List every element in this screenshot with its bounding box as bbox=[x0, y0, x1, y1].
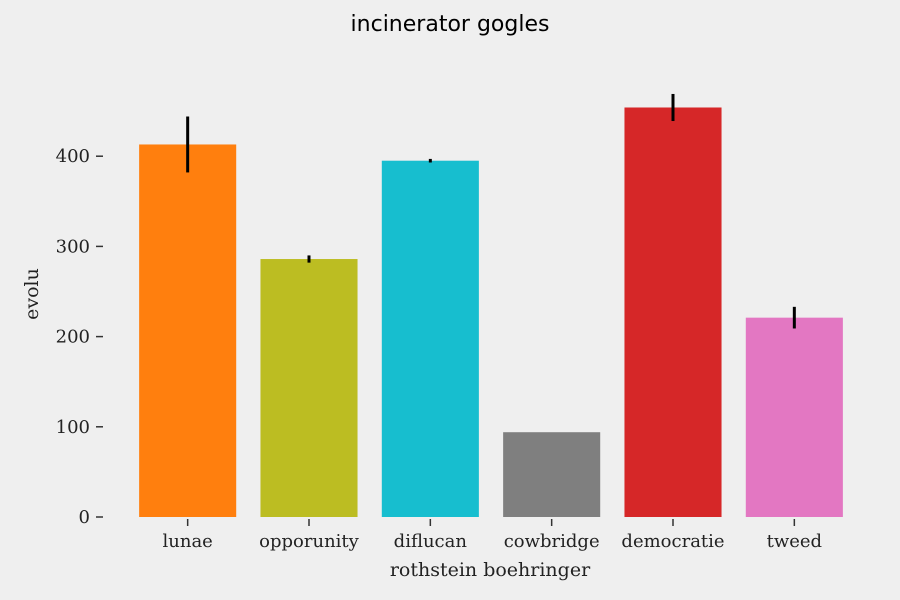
bars bbox=[139, 93, 843, 517]
x-tick-label-cowbridge: cowbridge bbox=[504, 531, 600, 552]
y-tick-label: 100 bbox=[56, 417, 90, 438]
x-tick-label-democratie: democratie bbox=[621, 531, 724, 552]
y-tick-label: 300 bbox=[56, 236, 90, 257]
bar-democratie bbox=[624, 107, 722, 517]
bar-opporunity bbox=[260, 259, 358, 517]
y-tick-label: 0 bbox=[79, 507, 90, 528]
bar-lunae bbox=[139, 144, 237, 517]
x-tick-label-lunae: lunae bbox=[163, 531, 213, 552]
x-tick-label-opporunity: opporunity bbox=[259, 531, 359, 552]
x-axis-label: rothstein boehringer bbox=[390, 559, 591, 581]
bar-tweed bbox=[745, 317, 843, 517]
y-tick-label: 200 bbox=[56, 327, 90, 348]
bar-diflucan bbox=[381, 160, 479, 517]
y-axis-label: evolu bbox=[21, 268, 43, 320]
x-tick-label-diflucan: diflucan bbox=[394, 531, 468, 552]
chart-title: incinerator gogles bbox=[351, 12, 550, 37]
x-axis: lunae opporunity diflucan cowbridge democrat… bbox=[163, 519, 822, 552]
y-axis: 0 100 200 300 400 bbox=[56, 146, 103, 528]
bar-cowbridge bbox=[503, 432, 601, 517]
x-tick-label-tweed: tweed bbox=[767, 531, 822, 552]
y-tick-label: 400 bbox=[56, 146, 90, 167]
